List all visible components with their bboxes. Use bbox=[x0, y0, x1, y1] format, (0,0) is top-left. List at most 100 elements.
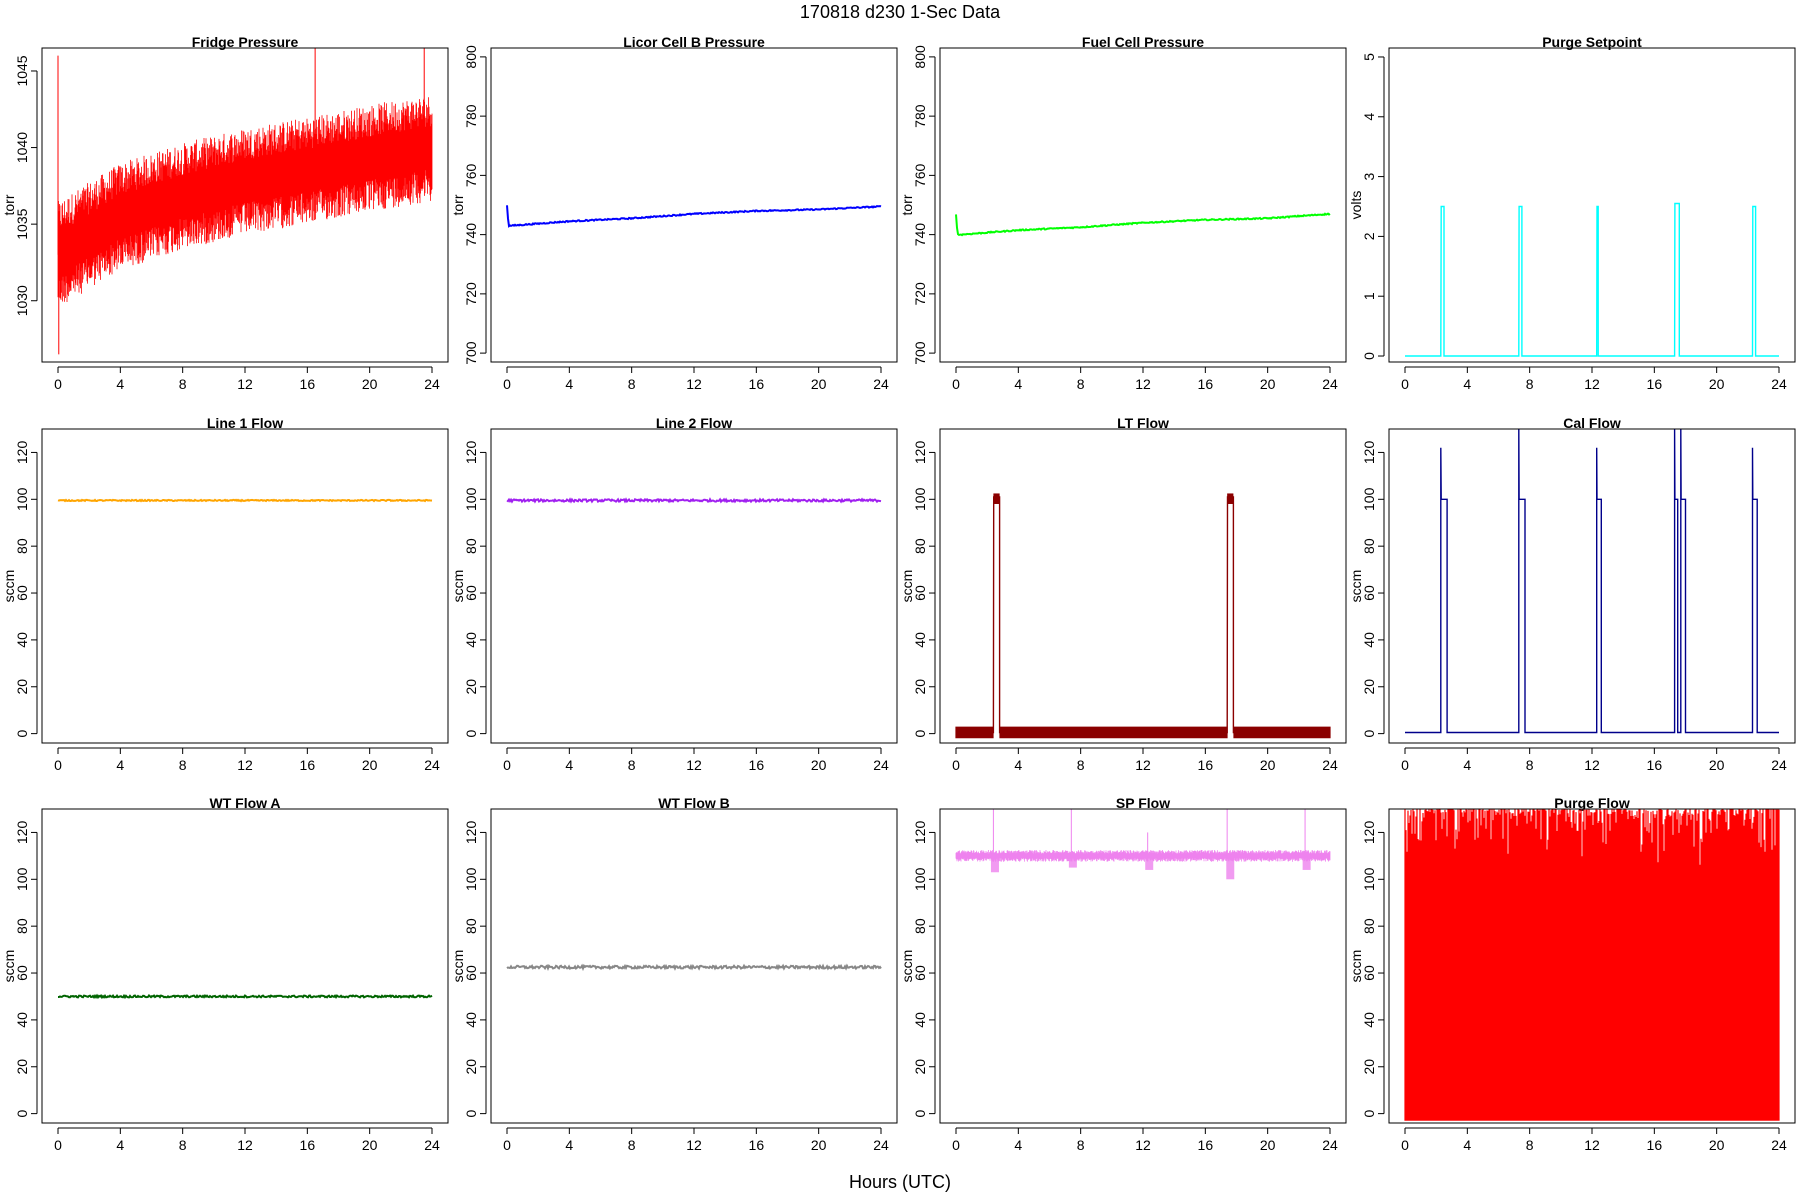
y-tick-label: 60 bbox=[14, 585, 30, 601]
x-tick-label: 12 bbox=[1135, 757, 1151, 773]
x-tick-label: 20 bbox=[1260, 1137, 1276, 1153]
x-tick-label: 4 bbox=[1463, 376, 1471, 392]
x-tick-label: 24 bbox=[424, 376, 440, 392]
plot-frame bbox=[939, 428, 1347, 744]
panel-line-2-flow: Line 2 Flow 0 4 8 12 16 20 24 0 20 40 60 80 100 120 scc… bbox=[450, 415, 898, 773]
plot-frame bbox=[939, 47, 1347, 363]
figure-title: 170818 d230 1-Sec Data bbox=[800, 2, 1001, 22]
y-tick-label: 1030 bbox=[14, 285, 30, 316]
series-line bbox=[1405, 202, 1779, 357]
y-tick-label: 100 bbox=[14, 867, 30, 891]
y-tick-label: 60 bbox=[1361, 585, 1377, 601]
x-tick-label: 8 bbox=[179, 757, 187, 773]
x-tick-label: 0 bbox=[1401, 1137, 1409, 1153]
x-tick-label: 4 bbox=[1014, 757, 1022, 773]
panel-title: Licor Cell B Pressure bbox=[623, 34, 765, 50]
y-tick-label: 120 bbox=[912, 441, 928, 465]
y-tick-label: 80 bbox=[463, 918, 479, 934]
y-tick-label: 40 bbox=[463, 1012, 479, 1028]
x-tick-label: 0 bbox=[503, 1137, 511, 1153]
x-tick-label: 20 bbox=[811, 376, 827, 392]
plot-frame bbox=[939, 808, 1347, 1124]
y-tick-label: 0 bbox=[463, 1110, 479, 1118]
series-line bbox=[956, 496, 1330, 734]
series-line bbox=[1404, 809, 1780, 1121]
y-tick-label: 120 bbox=[912, 821, 928, 845]
y-axis: 0 1 2 3 4 5 bbox=[1361, 53, 1385, 360]
x-tick-label: 20 bbox=[1709, 757, 1725, 773]
series-dip bbox=[1145, 855, 1154, 870]
y-tick-label: 40 bbox=[463, 632, 479, 648]
panel-lt-flow: LT Flow 0 4 8 12 16 20 24 0 20 40 60 80 100 120 sccm bbox=[899, 415, 1347, 773]
y-tick-label: 20 bbox=[463, 679, 479, 695]
y-tick-label: 0 bbox=[1361, 730, 1377, 738]
x-tick-label: 4 bbox=[1014, 1137, 1022, 1153]
y-tick-label: 100 bbox=[14, 487, 30, 511]
x-tick-label: 12 bbox=[1584, 1137, 1600, 1153]
y-tick-label: 120 bbox=[463, 441, 479, 465]
x-tick-label: 12 bbox=[237, 376, 253, 392]
data-series bbox=[1405, 428, 1779, 734]
x-tick-label: 20 bbox=[811, 757, 827, 773]
x-tick-label: 12 bbox=[686, 376, 702, 392]
panel-licor-cell-b-pressure: Licor Cell B Pressure 0 4 8 12 16 20 24 700 720 74… bbox=[450, 34, 898, 392]
y-tick-label: 1040 bbox=[14, 132, 30, 163]
y-tick-label: 720 bbox=[912, 282, 928, 306]
y-tick-label: 0 bbox=[1361, 1110, 1377, 1118]
x-axis: 0 4 8 12 16 20 24 bbox=[54, 747, 440, 773]
y-tick-label: 700 bbox=[463, 341, 479, 365]
y-tick-label: 20 bbox=[463, 1059, 479, 1075]
x-tick-label: 8 bbox=[628, 757, 636, 773]
x-axis: 0 4 8 12 16 20 24 bbox=[54, 1127, 440, 1153]
y-tick-label: 100 bbox=[912, 487, 928, 511]
panel-line-1-flow: Line 1 Flow 0 4 8 12 16 20 24 0 20 40 60 80 100 120 scc… bbox=[1, 415, 449, 773]
x-tick-label: 4 bbox=[565, 757, 573, 773]
y-tick-label: 60 bbox=[1361, 965, 1377, 981]
y-tick-label: 1 bbox=[1361, 292, 1377, 300]
x-tick-label: 8 bbox=[1077, 1137, 1085, 1153]
y-tick-label: 700 bbox=[912, 341, 928, 365]
pulse-top bbox=[993, 493, 1000, 504]
x-tick-label: 20 bbox=[362, 376, 378, 392]
x-tick-label: 20 bbox=[1260, 757, 1276, 773]
x-tick-label: 16 bbox=[300, 1137, 316, 1153]
x-tick-label: 12 bbox=[237, 757, 253, 773]
x-tick-label: 0 bbox=[54, 757, 62, 773]
plot-frame bbox=[1388, 808, 1796, 1124]
x-tick-label: 24 bbox=[424, 757, 440, 773]
y-tick-label: 20 bbox=[14, 679, 30, 695]
y-tick-label: 1035 bbox=[14, 208, 30, 239]
y-tick-label: 1045 bbox=[14, 55, 30, 86]
y-tick-label: 100 bbox=[1361, 867, 1377, 891]
plot-frame bbox=[490, 47, 898, 363]
x-axis-label: Hours (UTC) bbox=[849, 1172, 951, 1192]
panel-title: Fuel Cell Pressure bbox=[1082, 34, 1204, 50]
x-tick-label: 16 bbox=[1198, 757, 1214, 773]
y-tick-label: 40 bbox=[1361, 632, 1377, 648]
x-tick-label: 20 bbox=[1260, 376, 1276, 392]
plot-frame bbox=[490, 808, 898, 1124]
x-tick-label: 0 bbox=[503, 376, 511, 392]
panel-title: Fridge Pressure bbox=[192, 34, 299, 50]
y-axis-label: sccm bbox=[1, 570, 17, 603]
y-axis: 0 20 40 60 80 100 120 bbox=[912, 821, 936, 1118]
data-series bbox=[955, 809, 1331, 880]
x-axis: 0 4 8 12 16 20 24 bbox=[1401, 1127, 1787, 1153]
x-tick-label: 16 bbox=[1198, 376, 1214, 392]
data-series bbox=[1404, 809, 1780, 1121]
y-tick-label: 780 bbox=[912, 104, 928, 128]
y-tick-label: 20 bbox=[14, 1059, 30, 1075]
x-tick-label: 20 bbox=[362, 1137, 378, 1153]
x-tick-label: 0 bbox=[54, 376, 62, 392]
y-tick-label: 0 bbox=[912, 1110, 928, 1118]
data-series bbox=[57, 48, 433, 355]
y-tick-label: 4 bbox=[1361, 113, 1377, 121]
x-tick-label: 24 bbox=[1322, 376, 1338, 392]
y-axis: 700 720 740 760 780 800 bbox=[463, 45, 487, 365]
y-tick-label: 40 bbox=[912, 632, 928, 648]
x-axis: 0 4 8 12 16 20 24 bbox=[952, 747, 1338, 773]
y-axis-label: sccm bbox=[450, 950, 466, 983]
series-line bbox=[57, 498, 433, 503]
x-tick-label: 20 bbox=[1709, 376, 1725, 392]
